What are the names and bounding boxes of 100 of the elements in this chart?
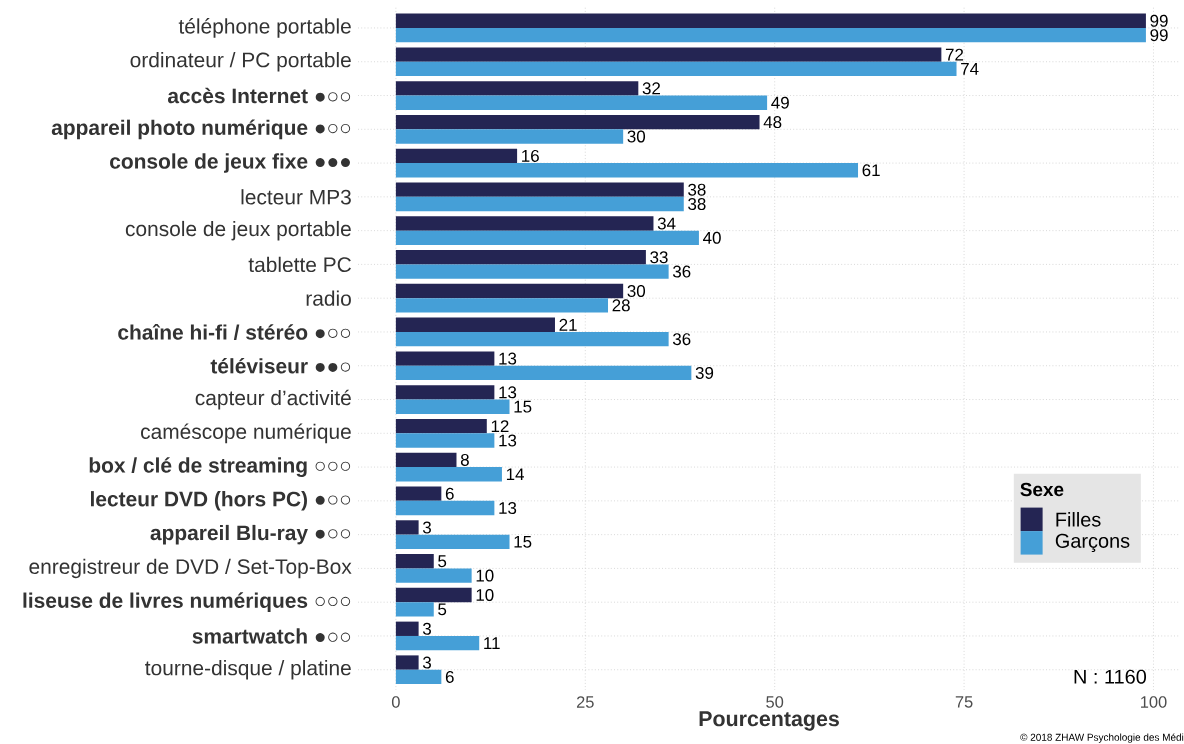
bar: [395, 399, 510, 414]
y-tick-label: téléviseur ●●○: [210, 357, 351, 374]
data-label: 5: [438, 555, 447, 568]
data-label: 6: [445, 670, 454, 683]
data-label: 3: [422, 521, 431, 534]
y-tick-label: enregistreur de DVD / Set-Top-Box: [29, 558, 352, 579]
data-label: 49: [771, 96, 789, 109]
data-label: 6: [445, 487, 454, 500]
data-label: 40: [703, 231, 721, 244]
bar: [395, 317, 555, 332]
data-label: 16: [522, 149, 539, 162]
bar: [395, 635, 480, 651]
data-label: 28: [612, 299, 630, 312]
y-tick-label: box / clé de streaming ○○○: [89, 457, 351, 477]
data-label: 13: [499, 502, 517, 515]
x-tick-label: 50: [766, 696, 784, 708]
bar: [395, 500, 495, 516]
bar: [395, 196, 684, 212]
bar: [395, 365, 692, 381]
bar: [395, 264, 669, 279]
data-label: 3: [422, 656, 431, 669]
y-tick-label: console de jeux fixe ●●●: [110, 153, 350, 173]
text: © 2018 ZHAW Psychologie des Médi: [1020, 733, 1184, 743]
bar: [395, 621, 419, 636]
y-tick-label: smartwatch ●○○: [192, 628, 351, 644]
y-tick-label: accès Internet ●○○: [167, 87, 351, 104]
bar: [395, 433, 495, 448]
data-label: 13: [499, 434, 517, 447]
y-tick-label: tablette PC: [248, 256, 351, 273]
y-tick-label: liseuse de livres numériques ○○○: [23, 592, 351, 613]
bar: [395, 655, 419, 670]
data-label: 13: [499, 352, 517, 365]
x-tick-label: 100: [1141, 696, 1167, 708]
legend-title: Sexe: [1020, 482, 1064, 497]
data-label: 14: [506, 468, 524, 481]
data-label: 10: [476, 569, 494, 582]
bar: [395, 182, 684, 197]
data-label: 33: [650, 251, 668, 264]
data-label: 10: [476, 589, 494, 602]
bar: [395, 163, 859, 178]
data-label: 38: [688, 183, 706, 196]
bar: [395, 669, 442, 685]
data-label: 99: [1150, 14, 1168, 27]
data-label: 34: [657, 217, 676, 230]
bar: [395, 602, 434, 617]
data-label: 72: [945, 48, 964, 61]
y-tick-label: caméscope numérique: [141, 423, 351, 444]
bar: [395, 418, 487, 434]
data-label: 15: [514, 400, 532, 413]
x-axis-title: Pourcentages: [699, 711, 839, 731]
data-label: 36: [672, 333, 691, 346]
bar: [395, 568, 472, 583]
data-label: 99: [1150, 29, 1168, 42]
data-label: 3: [422, 622, 431, 635]
data-label: 38: [688, 198, 706, 211]
y-tick-label: chaîne hi-fi / stéréo ●○○: [118, 323, 351, 340]
bar: [395, 114, 760, 130]
data-label: 32: [642, 82, 660, 95]
bar: [395, 534, 510, 549]
data-label: 21: [559, 318, 577, 331]
bar: [395, 452, 457, 468]
data-label: 12: [491, 420, 509, 433]
y-tick-label: console de jeux portable: [125, 220, 351, 241]
bar: [395, 554, 434, 569]
bar: [395, 486, 442, 501]
bar: [395, 283, 624, 299]
y-tick-label: lecteur DVD (hors PC) ●○○: [90, 491, 351, 511]
bar: [395, 27, 1146, 43]
y-tick-label: appareil photo numérique ●○○: [51, 119, 351, 140]
bar: [395, 385, 495, 400]
data-label: 5: [438, 603, 447, 616]
y-tick-label: radio: [306, 290, 351, 306]
y-tick-label: téléphone portable: [178, 18, 351, 38]
bar: [395, 587, 472, 603]
bar: [395, 95, 768, 110]
bar: [395, 230, 699, 245]
bar: [395, 216, 654, 231]
y-tick-label: tourne-disque / platine: [145, 660, 351, 680]
data-label: 30: [627, 285, 646, 298]
data-label: 13: [499, 386, 517, 399]
x-tick-label: 75: [955, 696, 973, 708]
bar: [395, 520, 419, 535]
x-tick-label: 25: [576, 696, 594, 708]
bar: [395, 129, 624, 144]
data-label: 8: [460, 453, 469, 466]
y-tick-label: appareil Blu-ray ●○○: [150, 524, 351, 545]
bar: [395, 13, 1146, 28]
y-tick-label: lecteur MP3: [241, 189, 351, 205]
data-label: 36: [672, 265, 691, 278]
bar: [395, 61, 957, 77]
bar: [395, 47, 942, 62]
y-tick-label: capteur d’activité: [195, 389, 351, 410]
bar: [395, 81, 639, 96]
bar: [395, 331, 669, 347]
bar: [395, 148, 518, 164]
bar: [395, 351, 495, 366]
bar: [395, 298, 609, 313]
legend-label: Garçons: [1055, 533, 1130, 552]
annotation: N : 1160: [1074, 669, 1147, 684]
y-tick-label: ordinateur / PC portable: [130, 52, 351, 72]
